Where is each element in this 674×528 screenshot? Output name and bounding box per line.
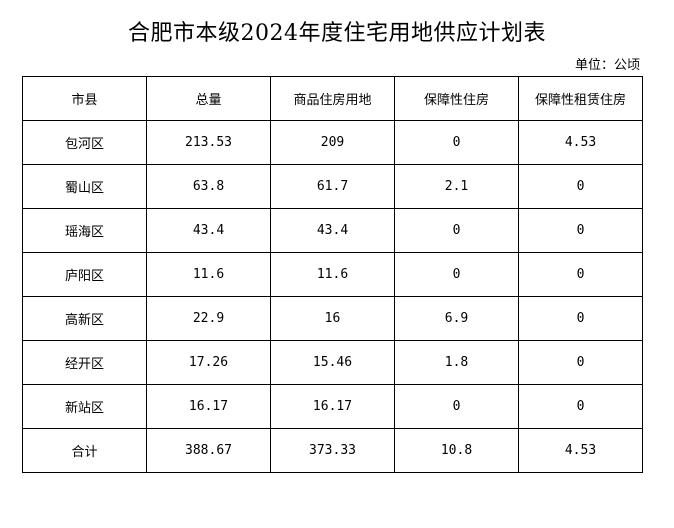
rental-cell: 0 <box>518 252 643 297</box>
rental-cell: 4.53 <box>518 120 643 165</box>
commercial-cell: 43.4 <box>270 208 395 253</box>
rental-cell: 0 <box>518 208 643 253</box>
affordable-cell: 0 <box>394 208 519 253</box>
total-cell: 213.53 <box>146 120 271 165</box>
commercial-cell: 15.46 <box>270 340 395 385</box>
header-affordable-rental-housing: 保障性租赁住房 <box>518 76 643 121</box>
county-cell: 蜀山区 <box>22 164 147 209</box>
total-cell: 11.6 <box>146 252 271 297</box>
table-row: 瑶海区 43.4 43.4 0 0 <box>22 208 643 253</box>
affordable-cell: 6.9 <box>394 296 519 341</box>
county-cell: 包河区 <box>22 120 147 165</box>
county-cell: 新站区 <box>22 384 147 429</box>
header-row: 市县 总量 商品住房用地 保障性住房 保障性租赁住房 <box>22 76 643 121</box>
table-row: 蜀山区 63.8 61.7 2.1 0 <box>22 164 643 209</box>
total-cell: 17.26 <box>146 340 271 385</box>
affordable-cell: 1.8 <box>394 340 519 385</box>
total-cell: 63.8 <box>146 164 271 209</box>
table-row: 高新区 22.9 16 6.9 0 <box>22 296 643 341</box>
affordable-cell: 0 <box>394 384 519 429</box>
commercial-cell: 373.33 <box>270 428 395 473</box>
rental-cell: 0 <box>518 296 643 341</box>
header-affordable-housing: 保障性住房 <box>394 76 519 121</box>
affordable-cell: 0 <box>394 120 519 165</box>
county-cell: 瑶海区 <box>22 208 147 253</box>
table-row: 庐阳区 11.6 11.6 0 0 <box>22 252 643 297</box>
rental-cell: 0 <box>518 340 643 385</box>
total-label-cell: 合计 <box>22 428 147 473</box>
rental-cell: 0 <box>518 164 643 209</box>
table-row: 经开区 17.26 15.46 1.8 0 <box>22 340 643 385</box>
commercial-cell: 11.6 <box>270 252 395 297</box>
header-county: 市县 <box>22 76 147 121</box>
affordable-cell: 10.8 <box>394 428 519 473</box>
table-row: 新站区 16.17 16.17 0 0 <box>22 384 643 429</box>
supply-plan-table: 市县 总量 商品住房用地 保障性住房 保障性租赁住房 包河区 213.53 20… <box>22 76 643 473</box>
header-total: 总量 <box>146 76 271 121</box>
total-cell: 22.9 <box>146 296 271 341</box>
commercial-cell: 61.7 <box>270 164 395 209</box>
county-cell: 高新区 <box>22 296 147 341</box>
commercial-cell: 209 <box>270 120 395 165</box>
rental-cell: 4.53 <box>518 428 643 473</box>
affordable-cell: 2.1 <box>394 164 519 209</box>
county-cell: 庐阳区 <box>22 252 147 297</box>
total-cell: 16.17 <box>146 384 271 429</box>
total-row: 合计 388.67 373.33 10.8 4.53 <box>22 428 643 473</box>
total-cell: 43.4 <box>146 208 271 253</box>
total-cell: 388.67 <box>146 428 271 473</box>
affordable-cell: 0 <box>394 252 519 297</box>
rental-cell: 0 <box>518 384 643 429</box>
commercial-cell: 16 <box>270 296 395 341</box>
table-row: 包河区 213.53 209 0 4.53 <box>22 120 643 165</box>
commercial-cell: 16.17 <box>270 384 395 429</box>
unit-label: 单位：公顷 <box>574 58 640 73</box>
county-cell: 经开区 <box>22 340 147 385</box>
document-title: 合肥市本级2024年度住宅用地供应计划表 <box>128 21 546 46</box>
header-commercial-housing: 商品住房用地 <box>270 76 395 121</box>
